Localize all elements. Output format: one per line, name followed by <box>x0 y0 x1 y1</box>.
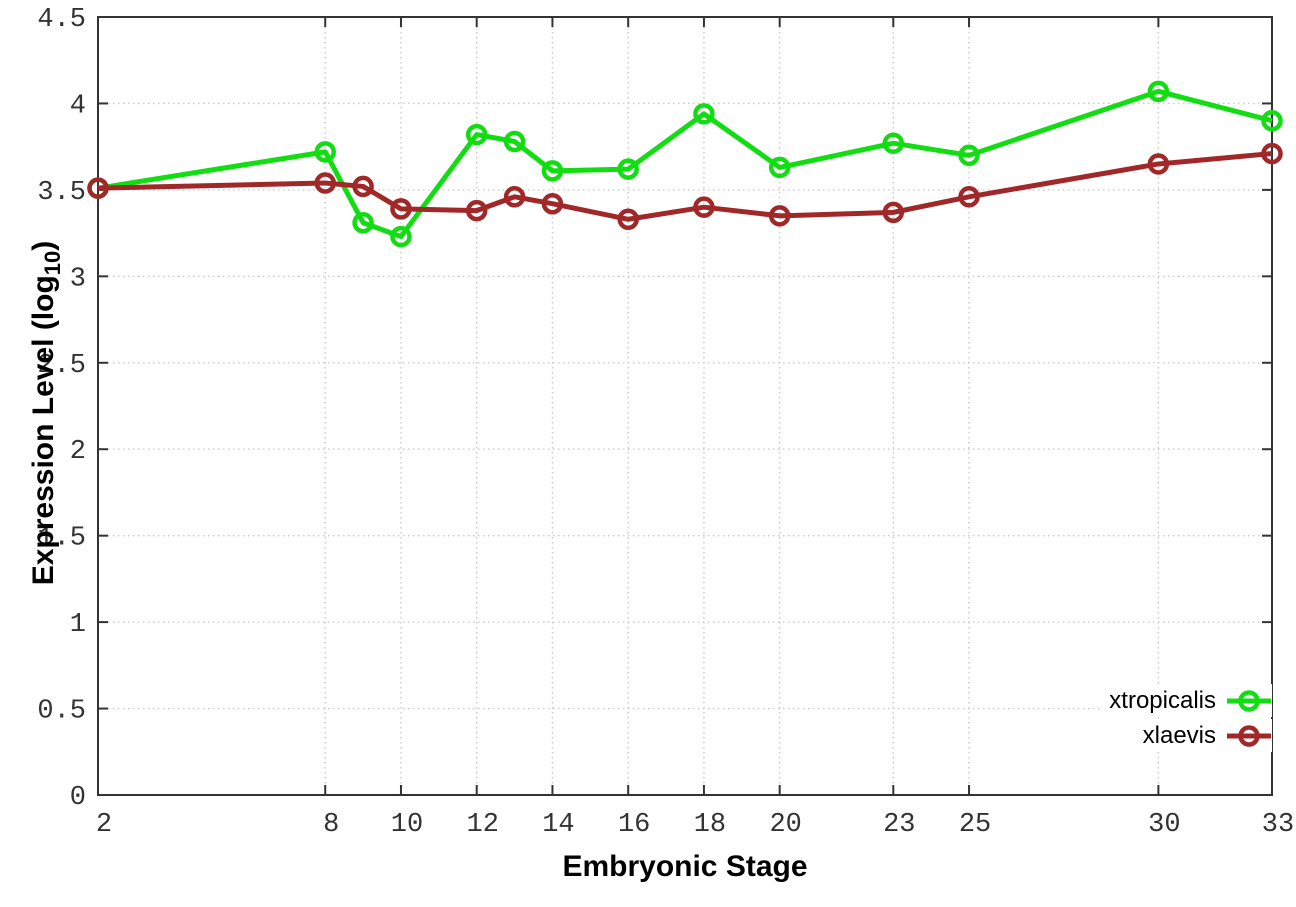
data-point-xlaevis-stage-2 <box>87 177 109 199</box>
y-tick-label-1.5: 1.5 <box>37 524 86 554</box>
legend-label-xlaevis: xlaevis <box>1142 722 1216 749</box>
line-circle-marker-icon <box>1227 724 1271 747</box>
plot-border <box>97 16 1273 796</box>
x-tick-label-25: 25 <box>959 810 991 840</box>
data-point-xtropicalis-stage-20 <box>768 156 791 179</box>
x-tick-label-23: 23 <box>883 810 915 840</box>
data-point-xlaevis-stage-10 <box>390 198 412 220</box>
y-tick-label-2.5: 2.5 <box>37 351 86 381</box>
x-tick-label-33: 33 <box>1262 810 1294 840</box>
x-tick-label-16: 16 <box>618 810 650 840</box>
series-line-xlaevis <box>97 151 1273 222</box>
y-tick-label-0: 0 <box>70 783 86 813</box>
x-tick-label-20: 20 <box>769 810 801 840</box>
data-point-xlaevis-stage-14 <box>541 192 564 215</box>
data-point-xtropicalis-stage-16 <box>617 158 639 180</box>
y-tick-label-2: 2 <box>70 437 86 467</box>
data-point-xtropicalis-stage-14 <box>541 160 564 182</box>
data-point-xlaevis-stage-20 <box>768 205 791 227</box>
data-point-xtropicalis-stage-18 <box>693 103 715 125</box>
legend-item-xlaevis: xlaevis <box>1134 719 1272 752</box>
x-tick-label-18: 18 <box>694 810 726 840</box>
x-tick-label-2: 2 <box>96 810 112 840</box>
data-point-xlaevis-stage-33 <box>1261 142 1283 165</box>
data-point-xlaevis-stage-8 <box>314 172 336 194</box>
data-point-xlaevis-stage-30 <box>1147 153 1170 175</box>
x-axis-title: Embryonic Stage <box>562 850 808 883</box>
y-tick-label-0.5: 0.5 <box>37 697 86 727</box>
data-point-xlaevis-stage-9 <box>352 175 374 198</box>
legend-item-xtropicalis: xtropicalis <box>1101 684 1272 717</box>
y-tick-label-3.5: 3.5 <box>37 178 86 208</box>
data-point-xtropicalis-stage-25 <box>958 144 980 167</box>
data-point-xtropicalis-stage-10 <box>390 225 412 248</box>
y-axis-title-suffix: ) <box>27 240 60 251</box>
data-point-xlaevis-stage-12 <box>465 199 488 222</box>
y-tick-label-4: 4 <box>70 91 86 121</box>
legend-label-xtropicalis: xtropicalis <box>1109 687 1216 714</box>
data-point-xtropicalis-stage-12 <box>465 123 488 146</box>
series-line-xtropicalis <box>97 88 1273 240</box>
data-point-xlaevis-stage-18 <box>693 196 715 218</box>
data-point-xtropicalis-stage-9 <box>352 211 374 234</box>
data-point-xtropicalis-stage-33 <box>1261 109 1283 132</box>
x-tick-label-10: 10 <box>391 810 423 840</box>
data-point-xlaevis-stage-16 <box>617 208 639 231</box>
y-axis-title-text: Expression Level (log <box>27 275 60 586</box>
y-axis-title: Expression Level (log10) <box>27 173 65 653</box>
y-tick-label-3: 3 <box>70 264 86 294</box>
legend: xtropicalis xlaevis <box>1101 684 1272 752</box>
data-point-xlaevis-stage-25 <box>958 186 980 208</box>
x-tick-label-8: 8 <box>323 810 339 840</box>
data-point-xtropicalis-stage-8 <box>314 141 336 163</box>
data-point-xtropicalis-stage-30 <box>1147 80 1170 103</box>
x-tick-label-14: 14 <box>542 810 574 840</box>
x-tick-label-30: 30 <box>1148 810 1180 840</box>
y-tick-label-4.5: 4.5 <box>37 5 86 35</box>
x-tick-label-12: 12 <box>467 810 499 840</box>
line-circle-marker-icon <box>1227 689 1271 712</box>
data-point-xlaevis-stage-13 <box>503 186 526 208</box>
data-point-xlaevis-stage-23 <box>882 201 905 224</box>
data-point-xtropicalis-stage-23 <box>882 132 905 154</box>
y-tick-label-1: 1 <box>70 610 86 640</box>
y-axis-title-subscript: 10 <box>40 250 65 276</box>
data-point-xtropicalis-stage-13 <box>503 130 526 153</box>
